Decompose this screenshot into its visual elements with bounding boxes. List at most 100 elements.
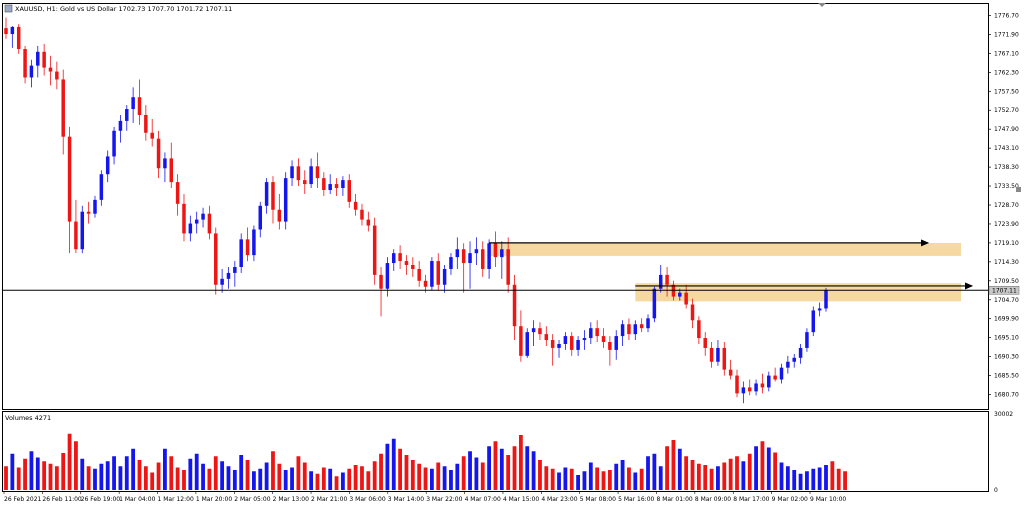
candle (461, 243, 466, 293)
price-tick-label: 1719.10 (994, 240, 1019, 247)
candle (67, 126, 72, 254)
candle-body (436, 261, 440, 285)
candle-body (99, 174, 104, 200)
candle (792, 353, 796, 368)
candle (372, 217, 377, 285)
price-tick-label: 1762.30 (994, 69, 1019, 76)
symbol-header: XAUUSD, H1: Gold vs US Dollar 1702.73 17… (15, 5, 232, 13)
candle (703, 332, 707, 356)
candle-body (786, 361, 790, 368)
candle (23, 45, 27, 84)
candle (480, 241, 485, 277)
candle-body (74, 221, 78, 250)
candle-body (80, 211, 85, 250)
candle (379, 266, 383, 317)
candle (207, 205, 212, 240)
candle-body (684, 292, 688, 305)
candle-body (442, 268, 447, 285)
time-tick-label: 3 Mar 14:00 (388, 496, 424, 503)
candle-body (811, 310, 816, 333)
candle (824, 287, 828, 312)
chart-shift-marker[interactable] (818, 3, 826, 7)
candle (36, 45, 40, 78)
candle (455, 237, 460, 269)
candle-body (214, 233, 218, 285)
candle (226, 266, 231, 289)
candle-body (182, 203, 186, 234)
candle-body (283, 178, 288, 222)
candle-body (4, 28, 8, 35)
candle-body (722, 347, 727, 370)
candle (404, 255, 409, 275)
candle (493, 231, 498, 267)
time-tick-label: 2 Mar 21:00 (311, 496, 347, 503)
candle-body (201, 213, 205, 220)
candle-body (175, 182, 180, 204)
candle-body (697, 320, 701, 339)
candle-body (411, 265, 415, 269)
candle (614, 330, 618, 360)
candle-body (322, 178, 326, 190)
candle-body (341, 180, 345, 189)
candle (277, 193, 282, 230)
candle-body (392, 253, 396, 264)
candle-body (105, 156, 110, 175)
candle (353, 193, 358, 216)
candle-body (480, 249, 485, 269)
candle (639, 318, 644, 333)
candle-body (10, 26, 15, 35)
candle-body (220, 278, 224, 285)
candle-body (620, 324, 625, 337)
price-tick-label: 1723.90 (994, 221, 1019, 228)
scale-fix-marker[interactable] (1016, 187, 1021, 192)
candle-body (658, 274, 663, 289)
time-tick-label: 1 Mar 20:00 (196, 496, 232, 503)
candle-body (747, 387, 752, 392)
candle-body (792, 357, 796, 362)
candle (716, 340, 720, 366)
price-tick-label: 1747.90 (994, 126, 1019, 133)
candle (468, 241, 472, 289)
candle (99, 170, 104, 206)
candle (4, 17, 8, 39)
candle-body (315, 166, 320, 179)
candle-body (347, 180, 352, 202)
candle-body (576, 340, 580, 350)
candle (194, 211, 199, 234)
candle-body (61, 79, 65, 137)
candle (449, 253, 453, 275)
candle-body (430, 261, 434, 287)
supply-demand-zone[interactable] (489, 242, 961, 256)
candle-body (639, 324, 644, 329)
candle (16, 24, 21, 54)
time-tick-label: 9 Mar 10:00 (810, 496, 846, 503)
candle-body (461, 249, 466, 264)
candle (48, 55, 53, 86)
candle-body (42, 51, 46, 68)
candle (760, 373, 765, 394)
candle (201, 207, 205, 228)
candle-body (614, 336, 618, 350)
candle (576, 336, 580, 356)
supply-demand-zone[interactable] (635, 283, 961, 302)
candle-body (271, 182, 275, 210)
candle-body (798, 347, 803, 358)
candle (341, 176, 345, 196)
candle (646, 314, 650, 333)
candle (328, 174, 332, 194)
candle-body (360, 209, 364, 220)
candle (398, 245, 402, 269)
candle-body (385, 263, 390, 289)
candle (252, 225, 256, 262)
time-tick-label: 2 Mar 05:00 (234, 496, 270, 503)
candle (741, 381, 746, 404)
candle-body (773, 375, 777, 380)
candle-body (627, 324, 631, 335)
candle-body (500, 249, 504, 258)
candle (296, 158, 301, 187)
candle-body (728, 369, 733, 376)
price-tick-label: 1714.30 (994, 259, 1019, 266)
candle (137, 79, 142, 125)
candle-body (137, 97, 142, 115)
